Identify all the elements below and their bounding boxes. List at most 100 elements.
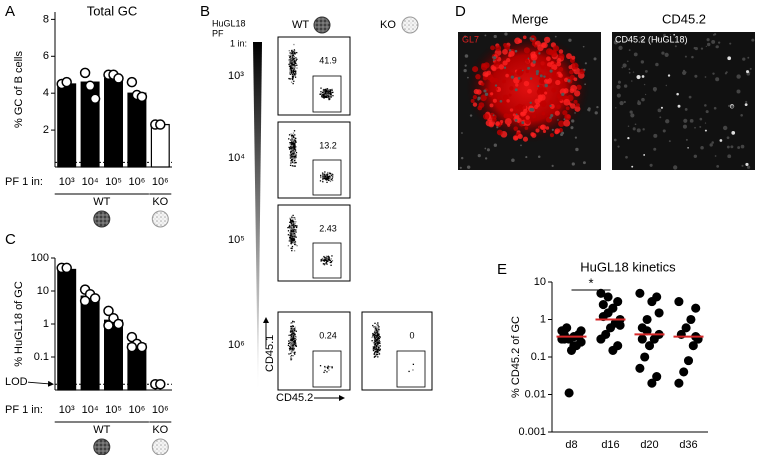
- data-point: [686, 314, 696, 325]
- speck: [711, 141, 714, 144]
- event-dot: [331, 366, 333, 368]
- axis-label: CD45.2: [276, 392, 313, 404]
- x-tick-label: 10⁶: [129, 176, 146, 188]
- event-dot: [376, 330, 378, 333]
- event-dot: [293, 332, 295, 334]
- speck: [644, 69, 648, 73]
- event-dot: [374, 345, 376, 347]
- event-dot: [330, 261, 332, 264]
- red-cell: [556, 61, 562, 67]
- red-cell: [515, 83, 519, 87]
- data-point: [126, 341, 138, 353]
- event-dot: [374, 330, 376, 332]
- event-dot: [376, 338, 379, 340]
- data-point: [683, 356, 694, 366]
- panel-label: B: [200, 3, 210, 20]
- event-dot: [291, 234, 293, 236]
- event-dot: [289, 334, 291, 336]
- event-dot: [375, 341, 378, 343]
- event-dot: [294, 145, 296, 147]
- speck: [504, 32, 508, 36]
- event-dot: [291, 216, 293, 219]
- speck: [655, 62, 659, 67]
- event-dot: [289, 164, 292, 167]
- event-dot: [324, 88, 326, 91]
- speck: [622, 63, 627, 68]
- red-cell: [480, 82, 485, 86]
- speck: [704, 104, 707, 107]
- speck: [514, 49, 518, 53]
- red-cell: [530, 53, 536, 59]
- event-dot: [327, 94, 329, 96]
- data-point: [644, 341, 655, 351]
- speck: [463, 35, 467, 38]
- event-dot: [330, 89, 332, 91]
- event-dot: [294, 156, 296, 159]
- speck: [742, 57, 746, 61]
- event-dot: [376, 327, 378, 330]
- event-dot: [291, 230, 293, 232]
- speck: [731, 131, 736, 135]
- event-dot: [323, 89, 326, 91]
- red-cell: [514, 37, 521, 45]
- event-dot: [288, 63, 290, 66]
- event-dot: [294, 140, 297, 142]
- event-dot: [291, 233, 293, 235]
- event-dot: [322, 89, 325, 91]
- speck: [653, 147, 657, 151]
- event-dot: [291, 138, 294, 140]
- red-cell: [554, 110, 560, 116]
- event-dot: [295, 221, 297, 223]
- event-dot: [292, 62, 295, 64]
- red-cell: [513, 126, 518, 131]
- bar: [104, 319, 123, 391]
- event-dot: [290, 142, 292, 144]
- event-dot: [324, 178, 327, 180]
- speck: [529, 37, 532, 40]
- event-dot: [288, 77, 290, 80]
- bar: [57, 83, 77, 168]
- event-dot: [292, 52, 294, 54]
- event-dot: [290, 147, 292, 149]
- event-dot: [328, 369, 330, 371]
- event-dot: [326, 176, 328, 178]
- event-dot: [321, 96, 323, 98]
- red-cell: [559, 88, 567, 95]
- event-dot: [290, 247, 292, 250]
- event-dot: [375, 336, 377, 338]
- event-dot: [290, 59, 292, 61]
- event-dot: [294, 330, 296, 332]
- data-point: [79, 295, 91, 307]
- data-point: [654, 308, 664, 318]
- event-dot: [288, 146, 290, 149]
- event-dot: [326, 177, 328, 179]
- speck: [636, 74, 641, 80]
- data-point: [136, 91, 148, 103]
- event-dot: [290, 355, 292, 358]
- event-dot: [290, 72, 292, 74]
- speck: [676, 92, 679, 96]
- event-dot: [326, 90, 328, 93]
- red-cell: [495, 45, 502, 52]
- event-dot: [294, 217, 296, 219]
- red-cell: [524, 58, 529, 62]
- data-point: [89, 293, 101, 304]
- event-dot: [326, 181, 328, 184]
- event-dot: [332, 174, 334, 176]
- event-dot: [376, 348, 379, 351]
- event-dot: [291, 235, 293, 237]
- event-dot: [290, 238, 292, 240]
- speck: [632, 127, 636, 131]
- data-point: [642, 314, 652, 325]
- red-cell: [472, 102, 478, 107]
- speck: [503, 66, 507, 69]
- speck: [643, 83, 646, 86]
- speck: [460, 156, 464, 160]
- speck: [688, 95, 692, 99]
- event-dot: [295, 146, 297, 148]
- event-dot: [325, 262, 327, 264]
- speck: [727, 154, 732, 159]
- event-dot: [292, 214, 294, 217]
- event-dot: [287, 344, 290, 347]
- event-dot: [295, 345, 298, 347]
